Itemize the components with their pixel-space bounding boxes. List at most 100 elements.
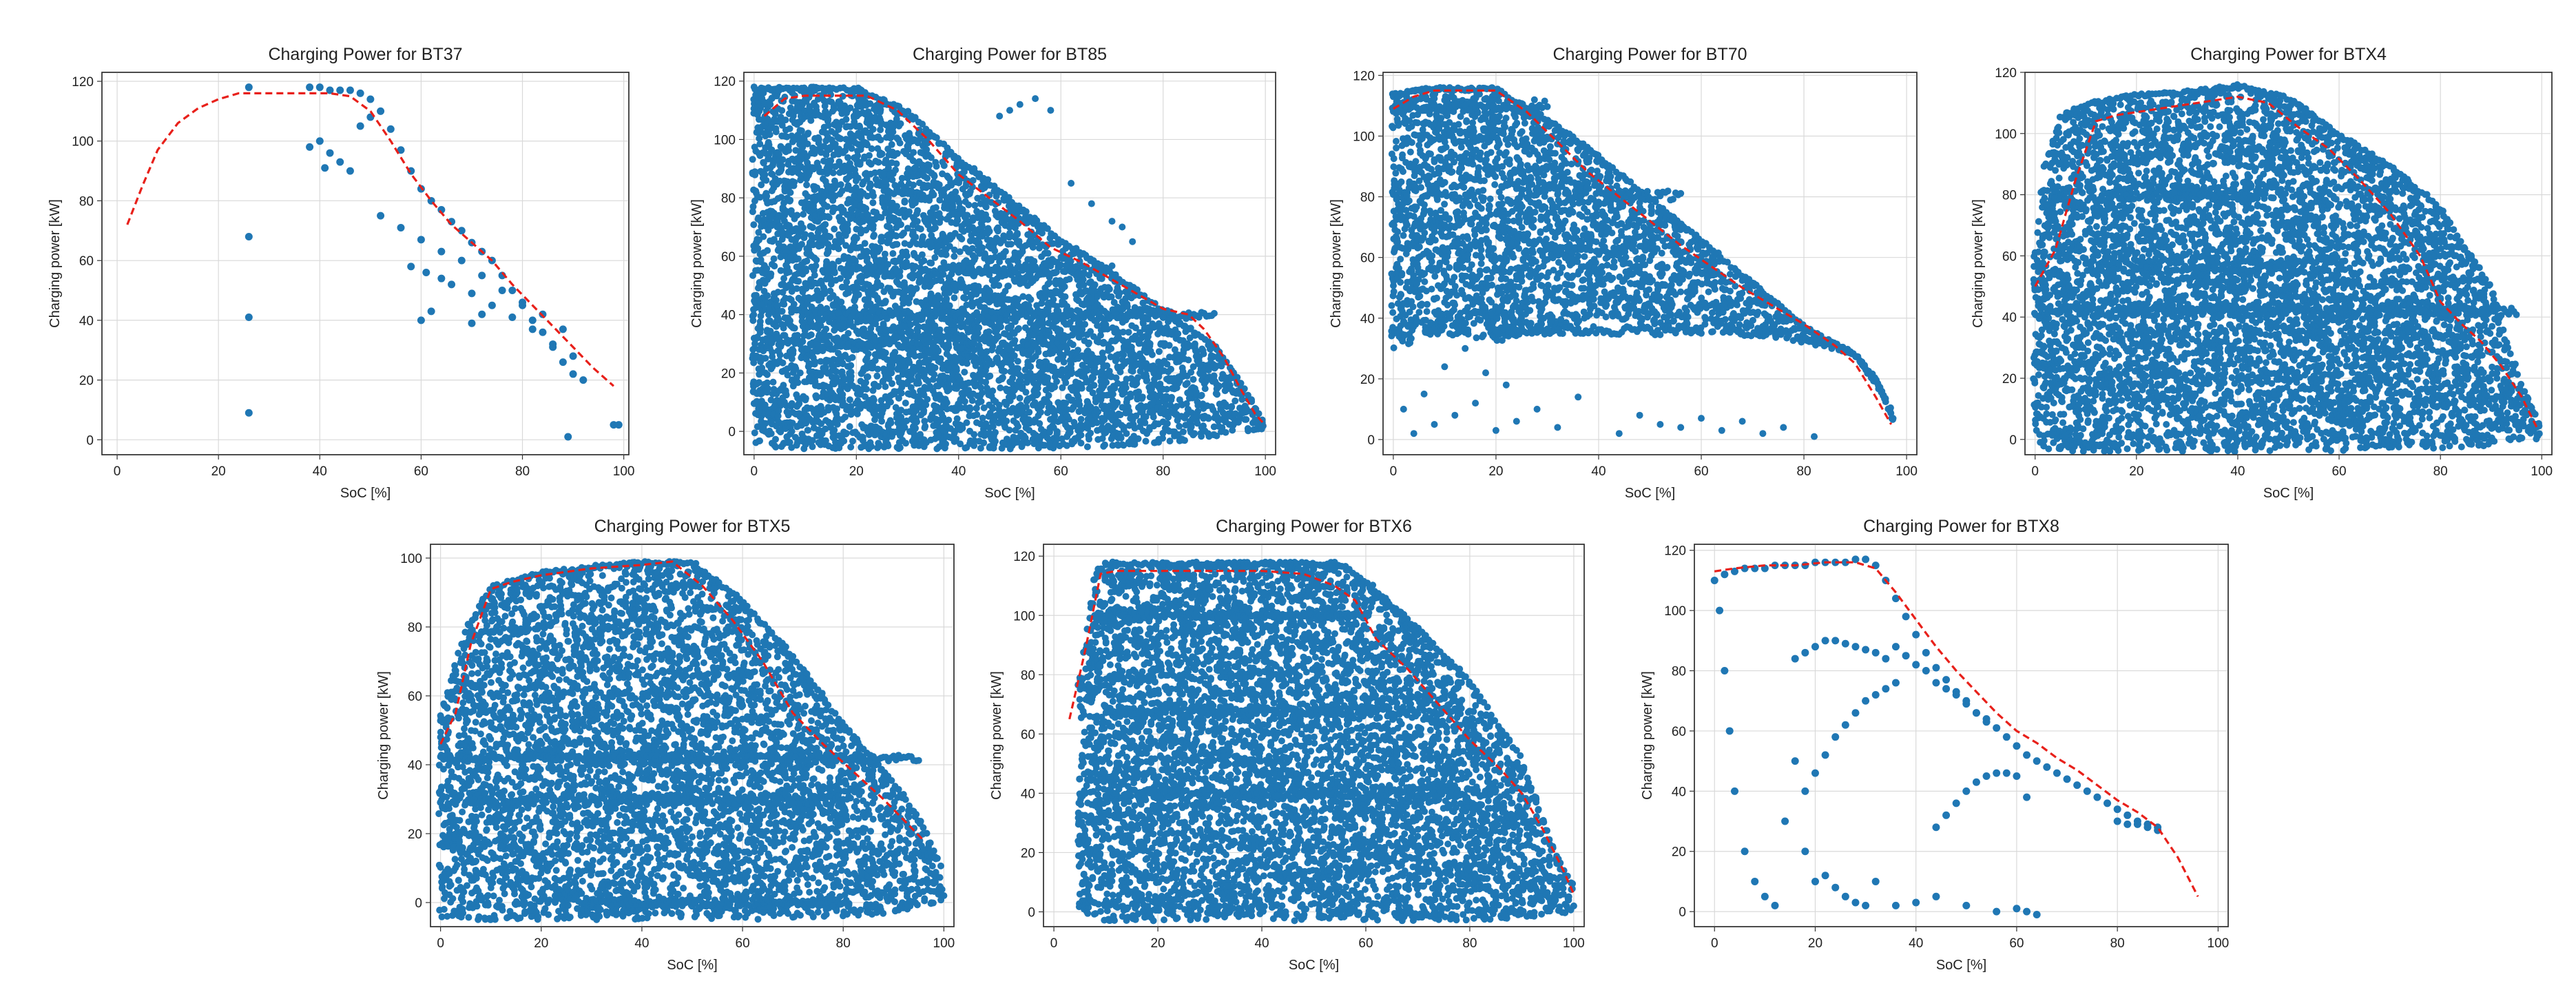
- scatter-point: [851, 167, 858, 174]
- scatter-point: [924, 161, 931, 168]
- scatter-point: [889, 250, 896, 257]
- scatter-point: [757, 329, 764, 336]
- scatter-point: [924, 396, 931, 403]
- scatter-point: [756, 322, 763, 329]
- scatter-point: [864, 373, 871, 380]
- scatter-point: [1037, 409, 1044, 415]
- scatter-point: [377, 107, 384, 115]
- scatter-point: [321, 164, 329, 172]
- scatter-point: [845, 330, 852, 337]
- scatter-point: [1125, 329, 1132, 336]
- scatter-point: [1110, 391, 1116, 398]
- scatter-point: [942, 418, 949, 425]
- scatter-point: [898, 390, 905, 397]
- scatter-point: [787, 189, 793, 196]
- scatter-point: [975, 325, 982, 331]
- scatter-point: [846, 370, 853, 377]
- scatter-point: [789, 356, 796, 362]
- scatter-point: [831, 269, 838, 276]
- scatter-point: [939, 189, 946, 196]
- y-tick-label: 40: [79, 314, 94, 329]
- scatter-point: [1023, 389, 1030, 395]
- scatter-point: [820, 201, 827, 208]
- scatter-point: [860, 434, 866, 441]
- scatter-point: [807, 438, 814, 445]
- scatter-point: [796, 243, 803, 249]
- scatter-point: [778, 107, 785, 114]
- scatter-point: [767, 328, 774, 335]
- scatter-point: [1066, 276, 1073, 282]
- scatter-point: [1086, 340, 1092, 347]
- y-tick-label: 60: [79, 254, 94, 269]
- scatter-point: [851, 304, 858, 311]
- scatter-point: [866, 152, 873, 159]
- scatter-point: [905, 300, 912, 307]
- scatter-point: [795, 256, 802, 262]
- scatter-point: [811, 272, 818, 279]
- scatter-point: [615, 421, 623, 429]
- plot-area: [102, 72, 629, 455]
- scatter-point: [778, 194, 785, 200]
- scatter-point: [833, 411, 840, 418]
- scatter-point: [769, 187, 776, 194]
- scatter-point: [316, 137, 324, 145]
- scatter-point: [986, 328, 993, 335]
- scatter-point: [882, 251, 889, 258]
- chart-title: Charging Power for BT37: [268, 45, 462, 64]
- scatter-point: [975, 400, 982, 406]
- scatter-point: [1086, 435, 1092, 442]
- x-tick-label: 60: [1054, 464, 1068, 479]
- y-tick-label: 40: [721, 309, 736, 323]
- scatter-point: [951, 435, 958, 442]
- scatter-point: [966, 190, 973, 197]
- scatter-point: [397, 224, 404, 231]
- scatter-point: [1007, 398, 1014, 404]
- scatter-point: [1090, 382, 1097, 389]
- scatter-point: [964, 420, 970, 426]
- scatter-point: [468, 320, 475, 327]
- scatter-point: [1026, 409, 1032, 415]
- scatter-point: [957, 423, 964, 430]
- scatter-point: [1101, 416, 1108, 423]
- scatter-point: [791, 183, 798, 189]
- scatter-point: [928, 169, 935, 176]
- scatter-point: [896, 408, 903, 415]
- scatter-point: [579, 376, 587, 384]
- scatter-point: [918, 258, 925, 265]
- scatter-point: [971, 202, 978, 209]
- scatter-point: [1006, 426, 1013, 433]
- scatter-point: [346, 167, 354, 175]
- x-axis-label: SoC [%]: [340, 486, 391, 501]
- scatter-point: [892, 241, 899, 248]
- scatter-point: [851, 297, 858, 304]
- scatter-point: [931, 254, 938, 261]
- scatter-point: [882, 326, 889, 333]
- scatter-point: [951, 253, 957, 260]
- scatter-point: [892, 167, 899, 174]
- scatter-point: [921, 418, 928, 424]
- scatter-point: [840, 437, 847, 444]
- scatter-point: [849, 437, 856, 444]
- scatter-point: [915, 130, 922, 137]
- scatter-point: [837, 275, 844, 282]
- scatter-point: [910, 149, 917, 156]
- scatter-point: [478, 311, 486, 318]
- scatter-point: [326, 150, 334, 157]
- scatter-point: [919, 251, 926, 258]
- scatter-point: [957, 376, 964, 383]
- scatter-point: [1039, 296, 1046, 302]
- scatter-point: [366, 96, 374, 103]
- scatter-point: [1068, 406, 1075, 413]
- scatter-point: [782, 209, 789, 216]
- scatter-point: [760, 149, 767, 156]
- scatter-point: [917, 225, 924, 232]
- scatter-point: [896, 221, 903, 228]
- scatter-point: [954, 415, 961, 422]
- scatter-point: [764, 380, 771, 387]
- scatter-point: [839, 391, 846, 398]
- scatter-point: [1015, 358, 1021, 364]
- scatter-point: [960, 294, 967, 301]
